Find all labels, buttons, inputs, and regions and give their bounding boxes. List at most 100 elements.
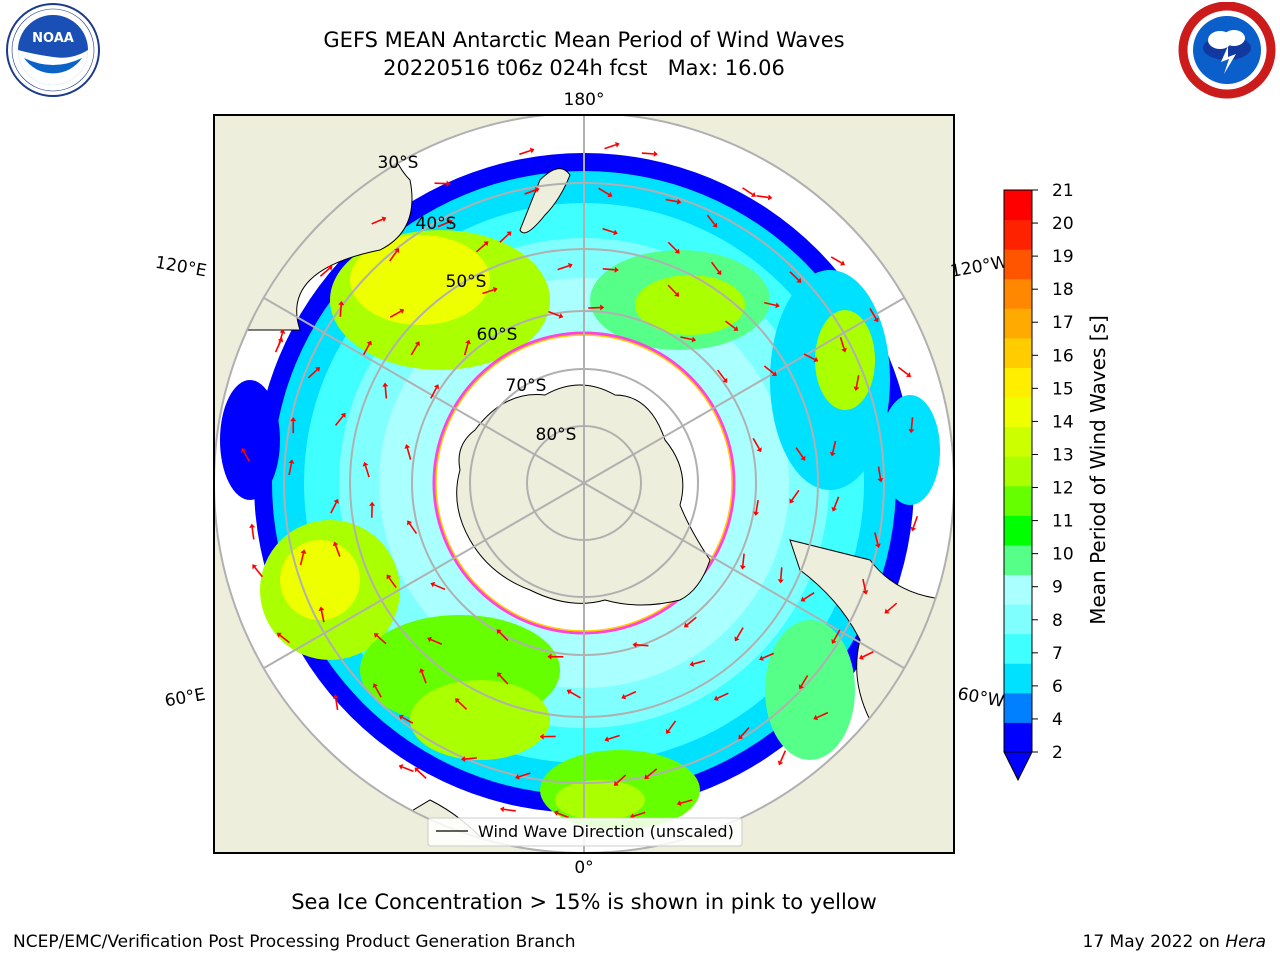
wind-arrow-head	[632, 641, 637, 648]
wind-arrow-shaft	[791, 489, 800, 501]
wind-arrow-shaft	[616, 774, 627, 784]
wind-arrow-shaft	[800, 675, 809, 687]
lon-label-lower-left: 60°E	[163, 685, 207, 712]
wind-arrow-shaft	[624, 690, 637, 698]
wind-arrow-shaft	[498, 631, 509, 642]
wind-arrow-shaft	[816, 711, 829, 719]
wind-arrow-shaft	[410, 344, 419, 356]
wind-arrow-head	[877, 478, 884, 483]
wind-arrow-shaft	[364, 465, 370, 478]
wind-arrow-shaft	[830, 256, 842, 264]
colorbar-segment	[1004, 692, 1032, 723]
wind-arrow-shaft	[524, 189, 537, 195]
wind-arrow-head	[884, 608, 890, 614]
lon-label-lower-right: 60°W	[956, 684, 1006, 712]
wind-arrow-shaft	[557, 812, 570, 819]
wind-arrow-head	[738, 734, 744, 740]
colorbar-frame	[1003, 189, 1033, 753]
wind-arrow-shaft	[897, 366, 909, 376]
wind-arrow-shaft	[389, 250, 398, 262]
lon-label-upper-left: 120°E	[154, 253, 208, 282]
wind-arrow-head	[506, 231, 512, 237]
wind-arrow-shaft	[693, 659, 706, 665]
wind-arrow-head	[759, 655, 764, 661]
wind-arrow-head	[447, 219, 453, 225]
wind-arrow-shaft	[665, 198, 678, 203]
wind-arrow-head	[813, 356, 819, 363]
wind-arrow-head	[333, 498, 339, 504]
graticule	[214, 115, 954, 853]
wind-arrow-head	[712, 222, 718, 228]
wind-arrow-shaft	[756, 194, 769, 199]
wind-arrow-shaft	[499, 233, 510, 243]
colorbar-segment	[1004, 219, 1032, 250]
wind-arrow-head	[332, 694, 339, 699]
wind-arrow-shaft	[339, 304, 343, 317]
wind-arrow-head	[676, 800, 682, 807]
wind-arrow-shaft	[482, 289, 495, 295]
wind-arrow-shaft	[288, 463, 293, 476]
wind-arrow-shaft	[519, 149, 531, 156]
wind-arrow-shaft	[762, 652, 775, 659]
map-subtitle: 20220516 t06z 024h fcst Max: 16.06	[383, 56, 785, 80]
wind-wave-arrows	[241, 141, 919, 819]
wind-arrow-head	[290, 417, 297, 422]
colorbar-tick-label: 9	[1052, 578, 1063, 598]
colorbar-segment	[1004, 663, 1032, 694]
wind-arrow-head	[840, 260, 846, 266]
colorbar-segment	[1004, 544, 1032, 576]
wind-arrow-shaft	[279, 634, 290, 644]
wind-arrow-head	[539, 733, 544, 740]
wind-arrow-shaft	[376, 635, 387, 645]
wind-arrow-head	[300, 549, 307, 554]
wind-arrow-head	[859, 654, 864, 660]
wind-arrow-shaft	[717, 692, 729, 699]
colorbar-tick-label: 18	[1052, 280, 1074, 300]
legend-label: Wind Wave Direction (unscaled)	[478, 822, 734, 841]
wind-arrow-head	[382, 382, 389, 387]
colorbar-extend-arrow	[1003, 751, 1033, 782]
colorbar: 2 4 6 7 8 9 10 11 12 13 14 15 16 17 18 19 20 21	[1003, 181, 1074, 782]
wind-arrow-head	[739, 565, 746, 570]
wind-arrow-shaft	[736, 627, 744, 639]
wind-arrow-shaft	[607, 734, 620, 740]
colorbar-segment	[1004, 515, 1032, 546]
wind-arrow-head	[381, 216, 387, 222]
colorbar-segment	[1004, 367, 1032, 398]
map-legend: Wind Wave Direction (unscaled)	[427, 817, 743, 847]
map-frame	[213, 114, 955, 854]
wind-arrow-head	[689, 661, 695, 667]
wind-arrow-head	[373, 633, 379, 638]
wind-arrow-head	[419, 668, 425, 673]
wind-arrow-shaft	[475, 243, 487, 253]
wind-arrow-head	[276, 632, 282, 638]
wind-arrow-head	[796, 277, 802, 283]
wind-arrow-shaft	[779, 750, 787, 762]
wind-arrow-head	[547, 653, 552, 660]
colorbar-segment	[1004, 278, 1032, 309]
wind-arrow-head	[683, 622, 689, 628]
wind-arrow-shaft	[254, 566, 263, 578]
wind-arrow-head	[407, 520, 413, 526]
wind-arrow-shaft	[518, 772, 531, 778]
wind-arrow-head	[446, 180, 451, 187]
colorbar-segment	[1004, 249, 1032, 280]
wind-arrow-head	[318, 606, 325, 612]
wind-arrow-head	[831, 506, 838, 512]
wind-arrow-shaft	[706, 214, 716, 225]
wind-arrow-head	[813, 714, 819, 721]
colorbar-tick-label: 15	[1052, 379, 1074, 399]
wind-arrow-shaft	[299, 553, 305, 566]
lon-label-top: 180°	[564, 90, 605, 110]
footer-host: Hera	[1225, 932, 1266, 952]
lat-label-70: 70°S	[506, 376, 547, 396]
wind-arrow-shaft	[437, 221, 450, 228]
wind-arrow-shaft	[408, 523, 418, 535]
wind-arrow-head	[288, 459, 295, 464]
wind-arrow-shaft	[278, 332, 284, 345]
wind-arrow-shaft	[633, 811, 646, 817]
lat-label-30: 30°S	[378, 153, 419, 173]
wind-arrow-head	[756, 447, 762, 453]
wind-arrow-head	[332, 541, 339, 547]
wind-arrow-head	[369, 501, 376, 506]
